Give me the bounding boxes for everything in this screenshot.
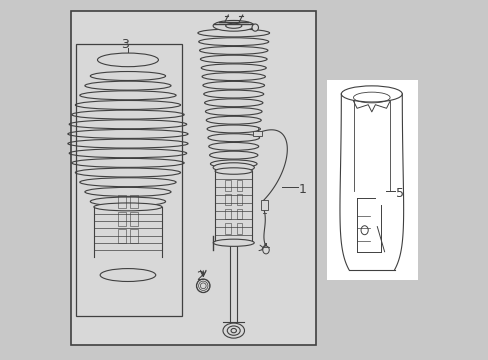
Bar bbox=[224, 194, 230, 205]
Ellipse shape bbox=[215, 168, 252, 174]
Bar bbox=[224, 223, 230, 234]
Ellipse shape bbox=[262, 246, 269, 254]
Text: 3: 3 bbox=[121, 38, 128, 51]
Bar bbox=[130, 195, 138, 208]
Bar bbox=[70, 12, 316, 345]
Bar bbox=[253, 131, 262, 136]
Ellipse shape bbox=[251, 24, 258, 31]
Text: 1: 1 bbox=[298, 183, 306, 196]
Bar bbox=[224, 209, 230, 220]
Text: 4: 4 bbox=[260, 242, 268, 255]
Bar bbox=[118, 195, 125, 208]
Ellipse shape bbox=[213, 163, 254, 172]
Text: 2: 2 bbox=[195, 270, 203, 283]
Bar bbox=[76, 44, 182, 316]
Bar bbox=[236, 223, 242, 234]
Bar bbox=[260, 201, 267, 211]
Ellipse shape bbox=[223, 323, 244, 338]
Bar bbox=[130, 212, 138, 226]
Bar bbox=[118, 212, 125, 226]
Ellipse shape bbox=[94, 203, 162, 211]
Bar bbox=[224, 180, 230, 191]
Bar bbox=[236, 180, 242, 191]
Bar bbox=[236, 194, 242, 205]
Bar bbox=[326, 80, 418, 280]
Bar bbox=[236, 209, 242, 220]
Bar bbox=[118, 229, 125, 243]
Bar bbox=[130, 229, 138, 243]
Ellipse shape bbox=[213, 239, 254, 246]
Text: 5: 5 bbox=[395, 187, 403, 200]
Ellipse shape bbox=[213, 21, 254, 31]
